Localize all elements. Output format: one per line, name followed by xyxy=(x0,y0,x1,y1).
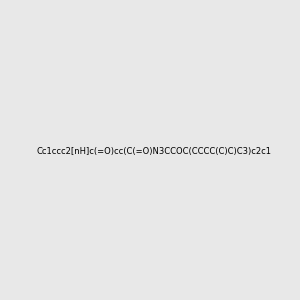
Text: Cc1ccc2[nH]c(=O)cc(C(=O)N3CCOC(CCCC(C)C)C3)c2c1: Cc1ccc2[nH]c(=O)cc(C(=O)N3CCOC(CCCC(C)C)… xyxy=(36,147,271,156)
